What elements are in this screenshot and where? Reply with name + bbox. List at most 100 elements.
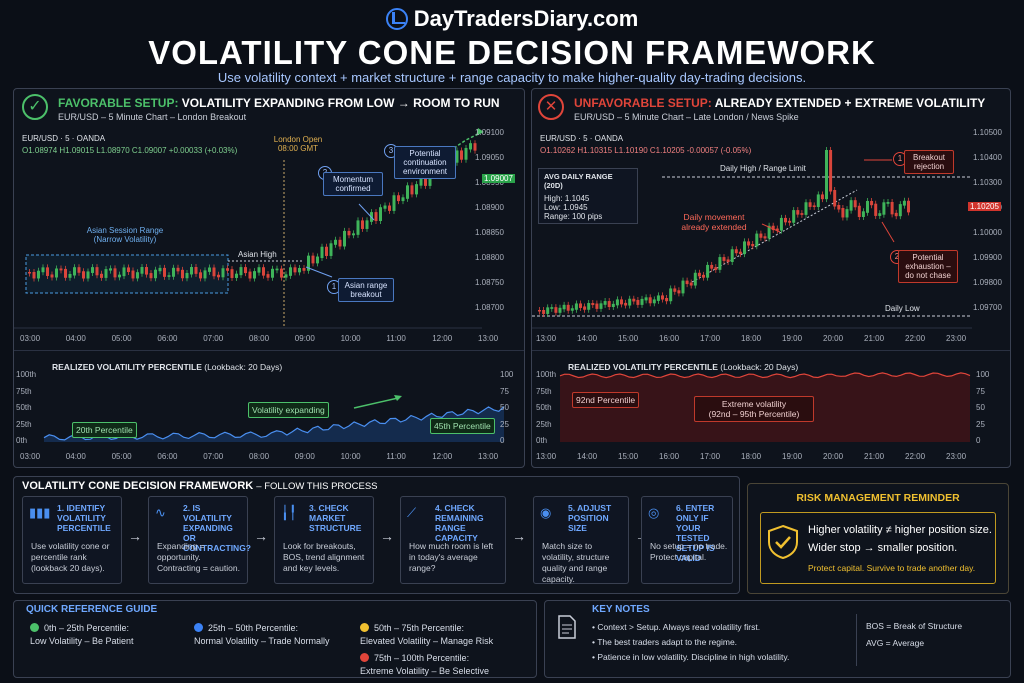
candle-body xyxy=(857,205,861,218)
axis-tick: 20:00 xyxy=(823,452,844,461)
candle-body xyxy=(800,213,804,215)
process-step: ◉ 5. ADJUST POSITION SIZE Match size to vo… xyxy=(533,496,629,584)
candle-body xyxy=(302,268,306,271)
candle-body xyxy=(648,297,652,304)
quick-ref-item: 75th – 100th Percentile: Extreme Volatili… xyxy=(360,652,489,678)
vol-expanding-label: Volatility expanding xyxy=(248,402,329,418)
quick-ref-range: 25th – 50th Percentile: xyxy=(208,623,299,633)
candle-body xyxy=(181,269,184,279)
risk-box xyxy=(760,512,996,584)
candle-body xyxy=(289,267,292,276)
brand-logo: DayTradersDiary.com xyxy=(0,6,1024,32)
shield-check-icon xyxy=(768,524,798,560)
axis-tick: 10:00 xyxy=(340,334,361,343)
candle-body xyxy=(239,267,243,276)
candle-body xyxy=(271,268,274,278)
candle-body xyxy=(558,307,562,313)
candle-body xyxy=(570,308,574,311)
candle-body xyxy=(747,241,751,246)
candle-body xyxy=(293,267,297,273)
r-c2-pointer xyxy=(881,221,895,243)
step-title: 5. ADJUST POSITION SIZE xyxy=(568,503,612,533)
quick-ref-meaning: Extreme Volatility – Be Selective xyxy=(360,666,490,676)
axis-tick: 04:00 xyxy=(65,452,86,461)
process-step: ◎ 6. ENTER ONLY IF YOUR TESTED SETUP IS V… xyxy=(641,496,733,584)
candle-body xyxy=(759,233,763,238)
risk-line3: Protect capital. Survive to trade anothe… xyxy=(808,563,976,573)
axis-tick: 50 xyxy=(976,403,985,412)
candle-body xyxy=(866,200,869,213)
axis-tick: 09:00 xyxy=(294,334,315,343)
candle-body xyxy=(706,264,710,278)
abbr-avg: AVG = Average xyxy=(866,638,925,648)
candle-body xyxy=(722,257,726,261)
candle-body xyxy=(199,272,202,279)
process-step: ▮▮▮ 1. IDENTIFY VOLATILITY PERCENTILE Use … xyxy=(22,496,122,584)
candle-body xyxy=(388,205,391,211)
candle-body xyxy=(455,150,459,163)
candle-body xyxy=(636,299,640,305)
candle-body xyxy=(681,280,685,294)
candle-body xyxy=(644,297,648,301)
candle-body xyxy=(603,301,607,305)
candle-body xyxy=(361,220,364,229)
c1-pointer xyxy=(305,266,333,278)
candle-body xyxy=(669,288,673,302)
key-note-text: Context > Setup. Always read volatility … xyxy=(597,622,761,632)
candle-body xyxy=(95,267,99,276)
r-c1-callout: Breakout rejection xyxy=(904,150,954,174)
candle-body xyxy=(583,306,587,310)
right-candles xyxy=(538,147,910,317)
step-description: Expanding = opportunity. Contracting = c… xyxy=(157,541,240,573)
arrow-right-icon: → xyxy=(128,528,142,544)
candle-body xyxy=(73,267,76,276)
key-note-item: • The best traders adapt to the regime. xyxy=(592,637,738,647)
candle-body xyxy=(469,143,472,150)
candle-body xyxy=(579,303,582,308)
candle-body xyxy=(870,200,874,206)
candle-body xyxy=(118,274,121,278)
candle-body xyxy=(163,267,166,277)
axis-tick: 75 xyxy=(976,386,985,396)
axis-tick: 06:00 xyxy=(157,452,178,461)
axis-tick: 10:00 xyxy=(340,452,361,461)
candle-body xyxy=(615,299,619,306)
extended-label: Daily movement already extended xyxy=(681,212,747,232)
candle-body xyxy=(849,200,853,211)
axis-tick: 22:00 xyxy=(905,452,926,461)
axis-tick: 100th xyxy=(536,370,557,379)
candle-body xyxy=(611,303,615,308)
candle-body xyxy=(792,210,796,223)
axis-tick: 0th xyxy=(16,436,28,445)
axis-tick: 13:00 xyxy=(478,334,499,343)
candlestick-icon: ╽╿ xyxy=(281,505,297,520)
step-title: 6. ENTER ONLY IF YOUR TESTED SETUP IS VA… xyxy=(676,503,715,563)
candle-body xyxy=(882,202,886,215)
candle-body xyxy=(284,274,288,278)
candle-body xyxy=(217,274,220,278)
quick-ref-range: 75th – 100th Percentile: xyxy=(374,653,470,663)
step-description: How much room is left in today's average… xyxy=(409,541,494,573)
candle-body xyxy=(767,225,771,239)
candle-body xyxy=(562,304,566,310)
candle-body xyxy=(538,310,541,312)
axis-tick: 0 xyxy=(500,436,505,445)
axis-tick: 08:00 xyxy=(249,452,270,461)
target-icon: ◎ xyxy=(648,505,660,520)
candle-body xyxy=(784,217,787,223)
candle-body xyxy=(415,184,418,195)
candle-body xyxy=(804,202,808,215)
daily-low-label: Daily Low xyxy=(885,304,920,313)
person-icon: ◉ xyxy=(540,505,552,520)
process-step: ⟋ 4. CHECK REMAINING RANGE CAPACITY How mu… xyxy=(400,496,506,584)
candle-body xyxy=(248,271,252,279)
document-icon xyxy=(558,615,576,639)
candle-body xyxy=(566,304,570,311)
favorable-header: FAVORABLE SETUP: VOLATILITY EXPANDING FR… xyxy=(58,96,500,110)
candle-body xyxy=(347,230,351,236)
candle-body xyxy=(755,233,759,247)
r-c2-callout: Potential exhaustion – do not chase xyxy=(898,250,958,283)
vol-extreme-label: Extreme volatility (92nd – 95th Percenti… xyxy=(694,396,814,422)
c2-pointer xyxy=(358,203,375,221)
axis-tick: 11:00 xyxy=(386,334,406,343)
